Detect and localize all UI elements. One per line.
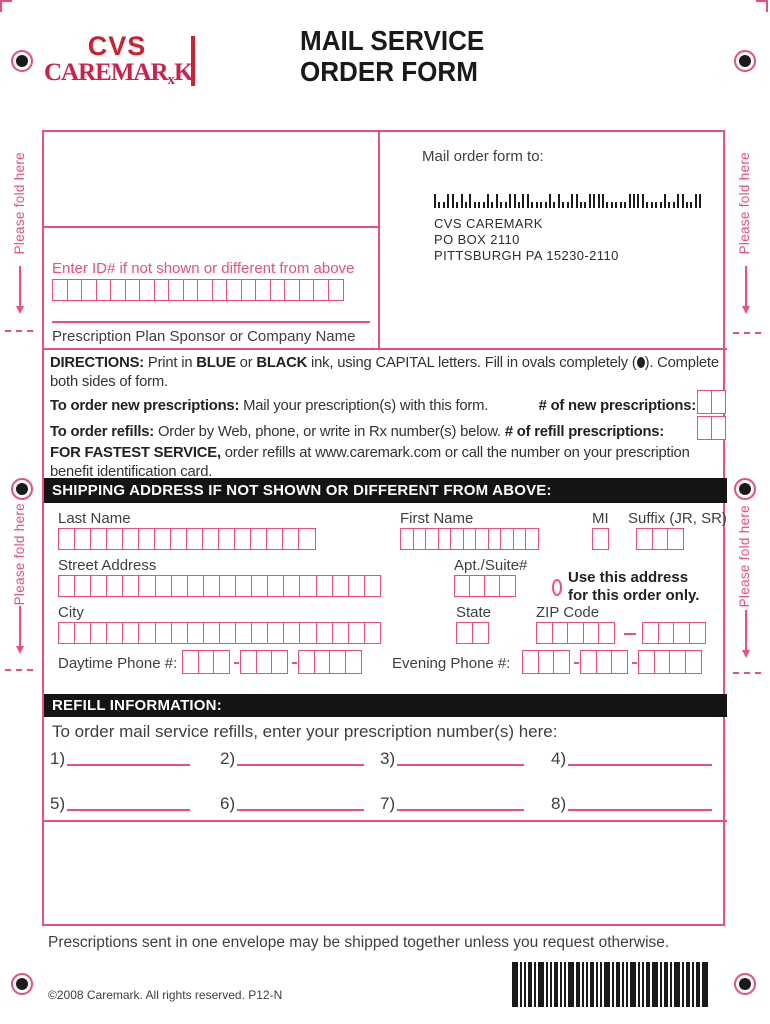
phone-dash [292,662,297,664]
refill-prescriptions-count-field[interactable] [697,416,726,440]
apt-suite-label: Apt./Suite# [454,557,528,574]
fold-arrow-down-icon [15,266,24,314]
fold-here-label: Please fold here [12,152,27,255]
rx-slot-4[interactable]: 4) [551,749,712,769]
daytime-phone-prefix-field[interactable] [240,650,288,674]
fold-arrow-down-icon [741,266,750,314]
page-title: MAIL SERVICE ORDER FORM [300,25,485,87]
postal-barcode [434,194,702,208]
zip5-field[interactable] [536,622,615,644]
envelope-note: Prescriptions sent in one envelope may b… [48,934,670,951]
fold-dashed-line [5,669,33,671]
form-body: Enter ID# if not shown or different from… [42,130,727,926]
section-divider [44,820,727,822]
evening-phone-prefix-field[interactable] [580,650,628,674]
crop-mark-top-right-icon [756,0,768,12]
refill-information-header: REFILL INFORMATION: [44,694,727,717]
zip-dash [624,633,636,635]
directions-text: DIRECTIONS: Print in BLUE or BLACK ink, … [50,355,719,390]
suffix-label: Suffix (JR, SR) [628,510,727,527]
filled-oval-icon [636,357,645,368]
rx-slot-2[interactable]: 2) [220,749,364,769]
logo-divider-bar [191,36,195,86]
crop-mark-top-left-icon [0,0,12,12]
fold-dashed-line [5,330,33,332]
shipping-address-header: SHIPPING ADDRESS IF NOT SHOWN OR DIFFERE… [44,478,727,503]
registration-target-icon [11,478,33,500]
phone-dash [234,662,239,664]
rx-slot-8[interactable]: 8) [551,794,712,814]
first-name-label: First Name [400,510,474,527]
enter-id-label: Enter ID# if not shown or different from… [52,260,355,277]
last-name-label: Last Name [58,510,131,527]
street-address-label: Street Address [58,557,157,574]
daytime-phone-area-field[interactable] [182,650,230,674]
registration-target-icon [11,973,33,995]
evening-phone-label: Evening Phone #: [392,655,511,672]
registration-target-icon [734,478,756,500]
apt-suite-field[interactable] [454,575,516,597]
rx-slot-5[interactable]: 5) [50,794,190,814]
state-field[interactable] [456,622,489,644]
last-name-field[interactable] [58,528,316,550]
mail-to-address: CVS CAREMARK PO BOX 2110 PITTSBURGH PA 1… [434,216,619,263]
refills-text: To order refills: Order by Web, phone, o… [50,424,665,440]
daytime-phone-label: Daytime Phone #: [58,655,178,672]
zip4-field[interactable] [642,622,706,644]
section-divider [44,348,727,350]
new-prescriptions-count-field[interactable] [697,390,726,414]
evening-phone-line-field[interactable] [638,650,702,674]
rx-slot-7[interactable]: 7) [380,794,524,814]
phone-dash [632,662,637,664]
registration-target-icon [11,50,33,72]
mail-to-heading: Mail order form to: [422,148,544,165]
rx-slot-1[interactable]: 1) [50,749,190,769]
zip-label: ZIP Code [536,604,600,621]
new-prescriptions-text: To order new prescriptions: Mail your pr… [50,398,696,414]
fold-here-label: Please fold here [737,152,752,255]
registration-target-icon [734,973,756,995]
section-divider [44,226,378,228]
rx-slot-6[interactable]: 6) [220,794,364,814]
city-field[interactable] [58,622,382,644]
caremark-logo-text: CAREMARxK [44,59,194,88]
cvs-caremark-logo: CVS CAREMARxK [44,31,194,94]
city-label: City [58,604,84,621]
bottom-barcode [512,962,716,1007]
fold-here-label: Please fold here [737,505,752,608]
fold-arrow-down-icon [15,606,24,654]
copyright-text: ©2008 Caremark. All rights reserved. P12… [48,988,283,1002]
section-divider [378,132,380,348]
fold-dashed-line [733,332,761,334]
refill-instruction: To order mail service refills, enter you… [52,722,558,741]
evening-phone-area-field[interactable] [522,650,570,674]
cvs-logo-text: CVS [87,31,147,61]
mi-label: MI [592,510,609,527]
registration-target-icon [734,50,756,72]
first-name-field[interactable] [400,528,539,550]
fold-here-label: Please fold here [12,503,27,606]
suffix-field[interactable] [636,528,684,550]
use-address-oval[interactable] [552,579,562,596]
mi-field[interactable] [592,528,609,550]
use-address-text: Use this address for this order only. [568,569,700,604]
fold-arrow-down-icon [741,610,750,658]
state-label: State [456,604,492,621]
fastest-service-text: FOR FASTEST SERVICE, order refills at ww… [50,445,690,480]
sponsor-label: Prescription Plan Sponsor or Company Nam… [52,328,356,345]
daytime-phone-line-field[interactable] [298,650,362,674]
rx-slot-3[interactable]: 3) [380,749,524,769]
phone-dash [574,662,579,664]
sponsor-line [52,321,370,323]
id-number-field[interactable] [52,279,344,301]
street-address-field[interactable] [58,575,382,597]
fold-dashed-line [733,672,761,674]
